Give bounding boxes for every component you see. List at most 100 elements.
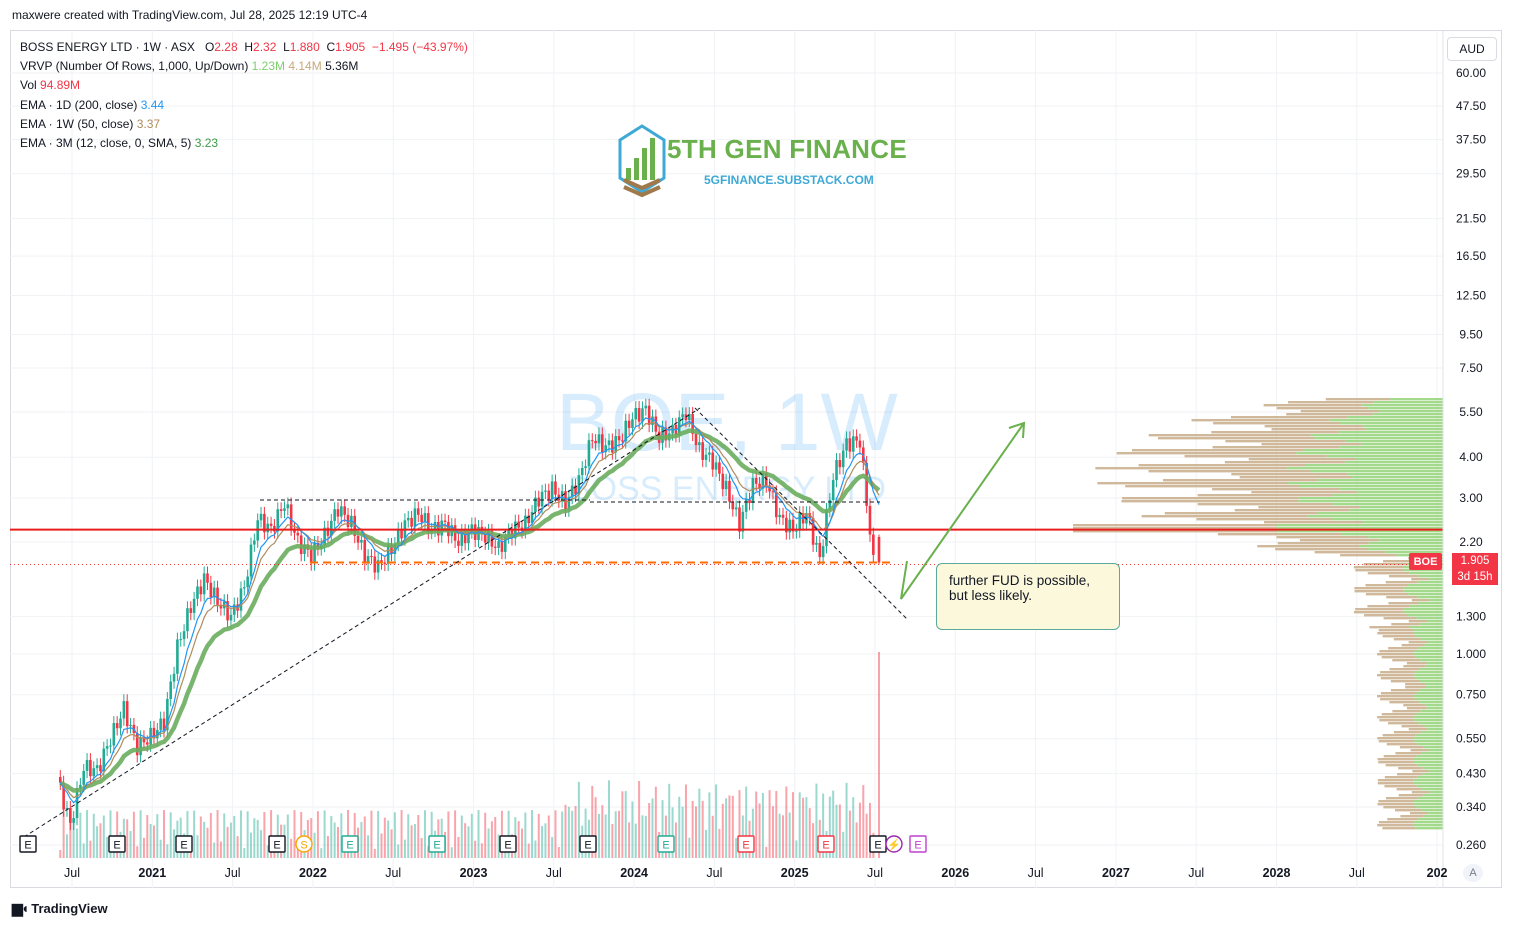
vrvp-up-bar: [1418, 722, 1443, 725]
vrvp-up-bar: [1416, 617, 1443, 620]
volume-bar: [671, 807, 674, 858]
vrvp-up-bar: [1428, 791, 1443, 794]
vrvp-down-bar: [1164, 512, 1318, 515]
vrvp-up-bar: [1415, 827, 1443, 830]
currency-button[interactable]: AUD: [1447, 37, 1497, 61]
volume-bar: [163, 810, 166, 858]
candle-body: [580, 467, 584, 476]
legend-ema1-row[interactable]: EMA · 1D (200, close) 3.44: [20, 96, 468, 115]
volume-bar: [694, 806, 697, 858]
volume-bar: [92, 813, 95, 858]
volume-bar: [745, 786, 748, 858]
candle-body: [239, 588, 243, 611]
volume-bar: [383, 817, 386, 858]
candle-body: [500, 541, 504, 552]
candle-body: [483, 533, 487, 543]
candle-body: [681, 414, 684, 418]
event-label: E: [584, 840, 591, 852]
volume-bar: [270, 810, 273, 858]
earnings-event-marker: [108, 835, 126, 853]
volume-bar: [758, 803, 761, 858]
volume-bar: [674, 822, 677, 858]
legend-vol-label[interactable]: Vol: [20, 78, 37, 93]
candle-body: [791, 519, 795, 532]
legend-ema3-label[interactable]: EMA · 3M (12, close, 0, SMA, 5): [20, 136, 192, 151]
auto-scale-button[interactable]: A: [1463, 864, 1483, 882]
volume-bar: [631, 801, 634, 858]
legend-ema3-row[interactable]: EMA · 3M (12, close, 0, SMA, 5) 3.23: [20, 134, 468, 153]
candle-body: [102, 748, 106, 772]
volume-bar: [69, 817, 72, 858]
volume-bar: [618, 810, 621, 858]
vrvp-up-bar: [1413, 737, 1443, 740]
candle-body: [872, 534, 875, 555]
volume-bar: [768, 790, 771, 858]
volume-bar: [293, 810, 296, 858]
vrvp-up-bar: [1413, 758, 1443, 761]
vrvp-up-bar: [1427, 728, 1443, 731]
candle-body: [768, 485, 771, 492]
vrvp-down-bar: [1162, 479, 1317, 482]
candle-body: [647, 405, 651, 425]
vrvp-down-bar: [1411, 599, 1429, 602]
volume-bar: [868, 802, 871, 858]
volume-bar: [751, 808, 754, 858]
ema-200-line: [59, 417, 880, 804]
volume-bar: [698, 788, 701, 858]
vrvp-down-bar: [1377, 674, 1414, 677]
legend-ema2-label[interactable]: EMA · 1W (50, close): [20, 116, 134, 131]
vrvp-up-bar: [1298, 500, 1443, 503]
vrvp-up-bar: [1429, 770, 1443, 773]
candle-body: [169, 681, 173, 699]
volume-bar: [169, 812, 172, 858]
candle-body: [597, 434, 601, 444]
time-tick: 2021: [138, 866, 166, 880]
tradingview-logo[interactable]: ▆◖ TradingView: [12, 900, 108, 917]
vrvp-up-bar: [1276, 530, 1443, 533]
volume-bar: [554, 810, 557, 858]
volume-bar: [400, 810, 403, 858]
legend-symbol[interactable]: BOSS ENERGY LTD · 1W · ASX: [20, 40, 195, 54]
vrvp-down-bar: [1121, 500, 1299, 503]
vrvp-down-bar: [1398, 794, 1424, 797]
volume-bar: [102, 815, 105, 858]
candle-body: [718, 462, 721, 474]
candle-body: [135, 733, 139, 756]
legend-ema2-row[interactable]: EMA · 1W (50, close) 3.37: [20, 115, 468, 134]
candle-body: [249, 544, 253, 577]
price-tick: 0.340: [1456, 800, 1486, 814]
legend-ema1-label[interactable]: EMA · 1D (200, close): [20, 97, 138, 112]
vrvp-up-bar: [1332, 503, 1443, 506]
annotation-callout[interactable]: further FUD is possible, but less likely…: [936, 563, 1120, 630]
volume-bar: [470, 813, 473, 858]
time-tick: 2026: [941, 866, 969, 880]
price-tick: 5.50: [1459, 405, 1483, 419]
legend-vol-row[interactable]: Vol 94.89M: [20, 76, 468, 95]
legend-vrvp-row[interactable]: VRVP (Number Of Rows, 1,000, Up/Down) 1.…: [20, 57, 468, 76]
volume-bar: [681, 806, 684, 858]
candle-body: [353, 515, 357, 536]
time-tick: Jul: [385, 866, 401, 880]
time-tick: Jul: [1028, 866, 1044, 880]
vrvp-up-bar: [1418, 602, 1443, 605]
vrvp-up-bar: [1415, 635, 1443, 638]
volume-bar: [129, 830, 132, 858]
volume-bar: [373, 848, 376, 858]
vrvp-up-bar: [1415, 713, 1443, 716]
volume-bar: [507, 810, 510, 858]
volume-bar: [490, 821, 493, 858]
legend-vrvp-label[interactable]: VRVP (Number Of Rows, 1,000, Up/Down): [20, 59, 249, 74]
event-label: E: [113, 840, 120, 852]
vrvp-up-bar: [1428, 578, 1443, 581]
event-markers: E E E E S E E E E E E E E ⚡ E: [19, 835, 927, 853]
volume-bar: [771, 806, 774, 858]
legend-symbol-row[interactable]: BOSS ENERGY LTD · 1W · ASX O2.28 H2.32 L…: [20, 38, 468, 57]
time-tick: 2027: [1102, 866, 1130, 880]
vrvp-down-bar: [1211, 431, 1339, 434]
candle-body: [721, 473, 725, 490]
candle-body: [577, 475, 581, 495]
price-tick: 0.750: [1456, 688, 1486, 702]
vrvp-down-bar: [1261, 443, 1362, 446]
volume-bar: [109, 810, 112, 858]
